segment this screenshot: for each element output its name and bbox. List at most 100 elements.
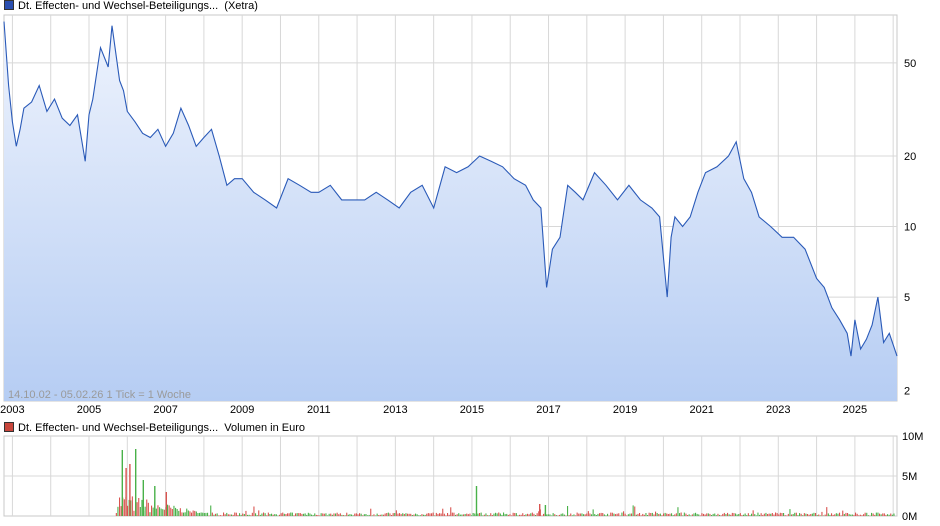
volume-bar <box>467 514 469 516</box>
volume-bar <box>591 514 593 516</box>
volume-bar <box>667 514 669 516</box>
volume-bar <box>727 512 729 516</box>
volume-bar <box>115 513 117 516</box>
volume-bar <box>736 514 738 516</box>
volume-bar <box>565 515 567 516</box>
volume-bar <box>419 515 421 516</box>
volume-bar <box>805 513 807 516</box>
volume-bar <box>701 513 703 516</box>
volume-bar <box>858 515 860 516</box>
volume-bar <box>131 496 133 516</box>
legend-price: Dt. Effecten- und Wechsel-Beteiligungs..… <box>4 0 258 12</box>
volume-bar <box>376 513 378 516</box>
volume-bar <box>434 515 436 516</box>
volume-bar <box>786 515 788 516</box>
volume-bar <box>621 512 623 516</box>
volume-bar <box>296 513 298 516</box>
volume-bar <box>661 515 663 516</box>
volume-bar <box>802 515 804 516</box>
volume-bar <box>335 513 337 516</box>
volume-bar <box>792 514 794 516</box>
volume-bar <box>424 514 426 516</box>
volume-bar <box>607 513 609 516</box>
x-tick-2025: 2025 <box>843 404 867 416</box>
volume-bar <box>685 513 687 516</box>
volume-bar <box>504 514 506 516</box>
volume-bar <box>752 510 754 516</box>
legend-price-exchange: (Xetra) <box>224 0 258 12</box>
volume-bar <box>336 512 338 516</box>
volume-bar <box>386 513 388 516</box>
volume-bar <box>232 514 234 516</box>
volume-bar <box>725 514 727 516</box>
x-tick-2003: 2003 <box>0 404 24 416</box>
price-area <box>4 21 897 401</box>
volume-bar <box>157 505 159 516</box>
volume-bar <box>855 512 857 516</box>
volume-bar <box>875 512 877 516</box>
volume-bar <box>242 513 244 516</box>
volume-bar <box>871 512 873 516</box>
volume-bar <box>368 514 370 516</box>
volume-bar <box>618 513 620 516</box>
x-tick-2021: 2021 <box>689 404 713 416</box>
volume-bar <box>738 514 740 516</box>
volume-bar <box>851 514 853 516</box>
volume-bar <box>482 515 484 516</box>
volume-bar <box>888 514 890 516</box>
volume-bar <box>714 513 716 516</box>
volume-bar <box>173 505 175 516</box>
volume-bar <box>634 506 636 516</box>
volume-bar <box>171 509 173 516</box>
volume-bar <box>715 515 717 516</box>
volume-bar <box>522 513 524 516</box>
volume-bar <box>535 515 537 516</box>
volume-bar <box>543 513 545 516</box>
volume-bar <box>472 513 474 516</box>
volume-bar-spike <box>125 468 127 516</box>
volume-bar <box>167 504 169 516</box>
volume-bar <box>459 514 461 516</box>
volume-bar <box>136 502 138 516</box>
volume-bar <box>255 513 257 516</box>
volume-bar <box>269 514 271 516</box>
volume-bar <box>679 513 681 516</box>
volume-bar <box>263 512 265 516</box>
volume-bar <box>834 514 836 516</box>
volume-bar <box>530 513 532 516</box>
volume-bar <box>344 515 346 516</box>
volume-bar <box>651 512 653 516</box>
volume-bar <box>421 514 423 516</box>
volume-bar <box>319 515 321 516</box>
volume-bar <box>674 514 676 516</box>
volume-bar <box>624 513 626 516</box>
volume-bar <box>248 514 250 516</box>
volume-bar <box>455 514 457 516</box>
volume-bar <box>405 513 407 516</box>
volume-bar <box>528 514 530 516</box>
volume-bar <box>279 514 281 516</box>
volume-bar <box>723 512 725 516</box>
volume-bar <box>698 514 700 516</box>
volume-bar <box>203 513 205 516</box>
volume-bar <box>373 514 375 516</box>
volume-bar <box>728 514 730 516</box>
volume-bar <box>643 514 645 516</box>
volume-bar <box>219 515 221 516</box>
volume-bar <box>215 513 217 516</box>
volume-bar <box>423 514 425 516</box>
x-tick-2017: 2017 <box>536 404 560 416</box>
volume-bar <box>874 514 876 516</box>
volume-bar <box>477 513 479 516</box>
volume-bar <box>205 512 207 516</box>
volume-bar <box>800 513 802 516</box>
volume-bar-spike <box>165 492 167 516</box>
volume-bar-spike <box>154 486 156 516</box>
volume-bar <box>120 506 122 516</box>
volume-bar <box>626 515 628 516</box>
volume-bar <box>128 499 130 516</box>
volume-bar <box>147 502 149 516</box>
volume-bar <box>127 505 129 516</box>
volume-bar <box>178 510 180 516</box>
volume-bar <box>511 515 513 516</box>
